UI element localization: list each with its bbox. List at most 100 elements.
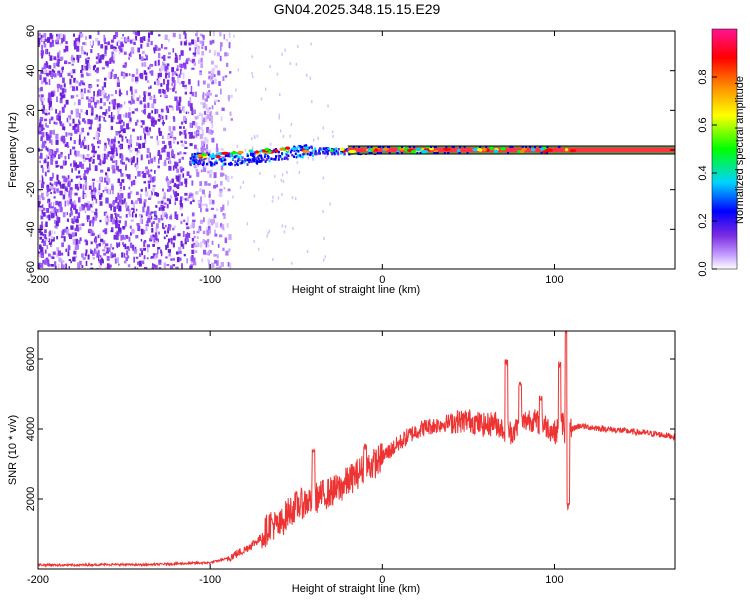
heatmap-cell (64, 60, 68, 65)
heatmap-cell (163, 205, 166, 208)
heatmap-cell (197, 80, 200, 87)
heatmap-cell (42, 240, 47, 246)
carrier-cell (463, 146, 466, 148)
heatmap-cell (281, 224, 284, 228)
x-tick-label: 100 (545, 274, 563, 286)
heatmap-cell (94, 215, 97, 221)
heatmap-cell (111, 160, 116, 163)
heatmap-cell (135, 81, 138, 85)
heatmap-cell (167, 180, 171, 185)
heatmap-cell (196, 131, 199, 135)
heatmap-cell (105, 175, 109, 182)
carrier-cell (310, 153, 313, 156)
heatmap-cell (73, 200, 76, 206)
heatmap-cell (123, 51, 127, 55)
carrier-blob (457, 148, 461, 153)
carrier-blob (237, 150, 244, 154)
heatmap-cell (89, 119, 93, 125)
heatmap-cell (91, 150, 95, 153)
heatmap-cell (50, 202, 52, 208)
heatmap-cell (94, 195, 96, 199)
heatmap-cell (235, 88, 237, 92)
heatmap-cell (84, 181, 88, 186)
heatmap-cell (204, 98, 208, 102)
carrier-cell (301, 155, 304, 159)
heatmap-cell (194, 245, 197, 248)
heatmap-cell (111, 99, 114, 105)
heatmap-cell (144, 75, 148, 81)
heatmap-cell (129, 158, 132, 163)
heatmap-cell (177, 74, 181, 78)
heatmap-cell (195, 164, 198, 168)
heatmap-cell (127, 174, 131, 179)
heatmap-cell (229, 111, 232, 116)
heatmap-cell (62, 260, 65, 263)
heatmap-cell (45, 49, 48, 55)
heatmap-cell (73, 57, 75, 61)
carrier-cell (335, 151, 337, 155)
heatmap-cell (94, 102, 98, 105)
carrier-cell (256, 162, 259, 165)
heatmap-cell (172, 32, 176, 38)
heatmap-cell (146, 147, 150, 154)
heatmap-cell (45, 154, 48, 160)
heatmap-cell (186, 232, 189, 237)
heatmap-cell (177, 233, 181, 237)
heatmap-cell (185, 183, 188, 188)
heatmap-cell (137, 171, 141, 177)
heatmap-cells (38, 31, 334, 269)
heatmap-cell (211, 240, 214, 245)
heatmap-cell (158, 127, 161, 134)
heatmap-cell (155, 226, 158, 233)
heatmap-cell (143, 70, 147, 75)
carrier-blob (564, 148, 569, 152)
heatmap-cell (118, 243, 120, 247)
heatmap-cell (130, 181, 133, 187)
heatmap-cell (47, 259, 50, 264)
heatmap-cell (107, 41, 110, 46)
heatmap-cell (200, 57, 203, 63)
heatmap-cell (201, 46, 203, 49)
heatmap-cell (191, 258, 193, 264)
heatmap-cell (92, 145, 95, 151)
carrier-cell (324, 151, 327, 154)
heatmap-cell (209, 40, 213, 45)
heatmap-cell (215, 111, 219, 115)
heatmap-cell (291, 196, 294, 200)
heatmap-cell (57, 217, 61, 223)
heatmap-cell (124, 63, 127, 69)
heatmap-cell (79, 223, 82, 227)
heatmap-cell (57, 70, 60, 76)
heatmap-cell (103, 34, 106, 39)
heatmap-cell (155, 238, 159, 243)
heatmap-cell (136, 107, 139, 112)
heatmap-cell (79, 183, 82, 189)
heatmap-cell (110, 205, 112, 211)
heatmap-cell (158, 89, 162, 94)
heatmap-cell (65, 263, 67, 269)
heatmap-cell (200, 196, 202, 203)
carrier-blob (500, 147, 506, 151)
heatmap-cell (200, 208, 202, 213)
heatmap-cell (252, 75, 254, 79)
heatmap-cell (176, 162, 179, 167)
carrier-cell (458, 152, 461, 154)
heatmap-cell (81, 88, 83, 93)
heatmap-cell (104, 177, 107, 183)
heatmap-cell (106, 256, 110, 261)
heatmap-cell (41, 209, 44, 215)
carrier-cell (234, 163, 237, 167)
heatmap-cell (85, 157, 89, 160)
heatmap-cell (220, 223, 223, 226)
heatmap-cell (184, 91, 187, 95)
heatmap-cell (186, 171, 190, 176)
carrier-cell (295, 155, 298, 159)
heatmap-cell (70, 260, 72, 264)
heatmap-cell (200, 162, 203, 166)
heatmap-cell (310, 42, 312, 46)
heatmap-cell (97, 146, 100, 149)
carrier-cell (202, 162, 205, 165)
y-tick-label: -40 (25, 221, 37, 237)
heatmap-cell (175, 91, 177, 94)
heatmap-cell (220, 262, 224, 267)
